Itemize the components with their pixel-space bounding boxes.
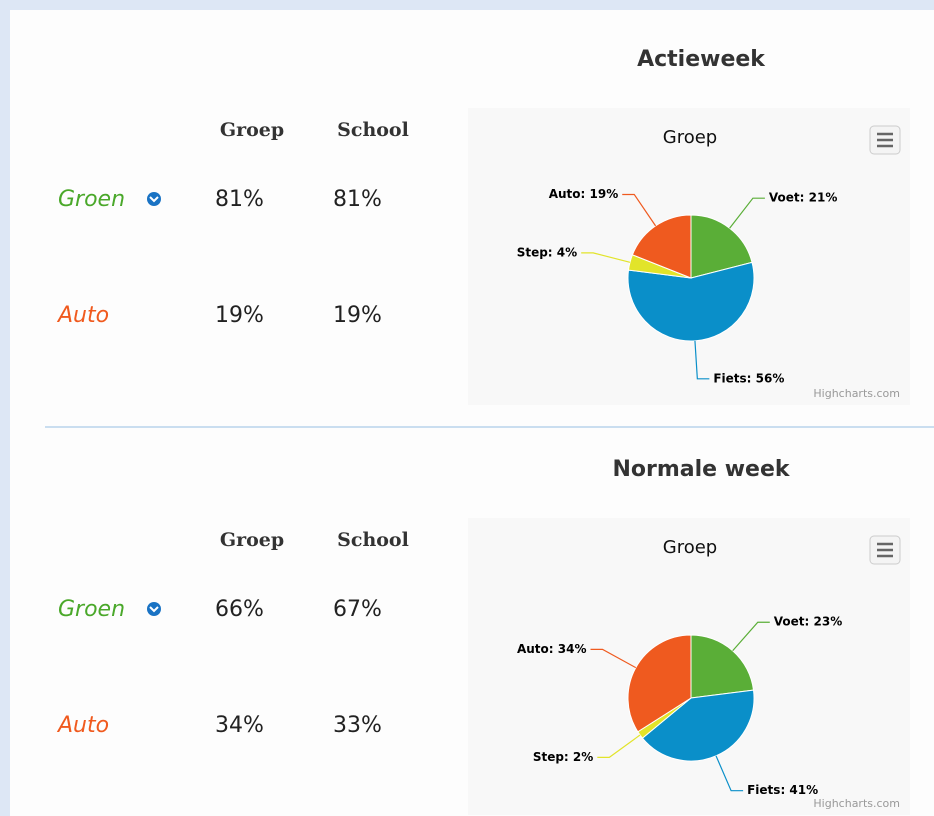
section-title: Actieweek <box>637 47 766 72</box>
label-connector <box>597 734 641 758</box>
data-label: Step: 4% <box>517 245 577 259</box>
column-header: School <box>337 119 409 141</box>
label-connector <box>622 193 657 227</box>
data-label: Fiets: 41% <box>747 783 818 797</box>
credit: Highcharts.com <box>813 387 900 400</box>
pie-slice <box>690 634 755 699</box>
cell: 19% <box>215 303 264 328</box>
credit: Highcharts.com <box>813 797 900 810</box>
cell: 19% <box>333 303 382 328</box>
column-header: Groep <box>220 529 284 551</box>
label-connector <box>694 340 710 380</box>
label-connector <box>581 252 631 263</box>
data-label: Auto: 19% <box>549 187 619 201</box>
dropdown-icon[interactable] <box>147 602 161 616</box>
dropdown-icon[interactable] <box>147 192 161 206</box>
data-label: Voet: 21% <box>769 191 837 205</box>
pie-slice <box>690 214 753 279</box>
data-label: Fiets: 56% <box>713 371 784 385</box>
label-connector <box>590 648 637 669</box>
chart-title: Groep <box>663 537 717 558</box>
cell: 66% <box>215 597 264 622</box>
pie-slice <box>641 689 755 762</box>
section-title: Normale week <box>612 457 790 482</box>
dropdown-chevron <box>149 196 159 203</box>
cell: 34% <box>215 713 264 738</box>
cell: 81% <box>215 187 264 212</box>
chart-title: Groep <box>663 127 717 148</box>
cell: 67% <box>333 597 382 622</box>
row-label: Auto <box>56 713 109 738</box>
column-header: Groep <box>220 119 284 141</box>
label-connector <box>715 755 744 792</box>
row-label: Groen <box>58 597 125 622</box>
cell: 33% <box>333 713 382 738</box>
pie-slice <box>627 634 692 733</box>
data-label: Step: 2% <box>533 750 593 764</box>
label-connector <box>732 621 770 652</box>
data-label: Auto: 34% <box>517 642 587 656</box>
cell: 81% <box>333 187 382 212</box>
label-connector <box>729 197 765 229</box>
dropdown-chevron <box>149 606 159 613</box>
row-label: Groen <box>58 187 125 212</box>
row-label: Auto <box>56 303 109 328</box>
data-label: Voet: 23% <box>774 615 842 629</box>
column-header: School <box>337 529 409 551</box>
